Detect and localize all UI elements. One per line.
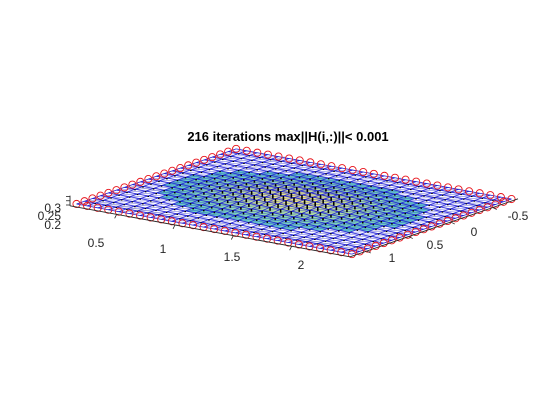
- y-tick-label: 1: [389, 251, 396, 265]
- x-tick-mark: [173, 225, 175, 229]
- x-tick-mark: [115, 214, 117, 218]
- x-tick-mark: [290, 246, 292, 250]
- z-tick-label: 0.2: [44, 218, 61, 232]
- y-tick-mark: [451, 222, 455, 224]
- x-axis-ticks: 0.5 1 1.5 2: [88, 236, 305, 272]
- x-tick-label: 1: [160, 242, 167, 256]
- x-tick-mark: [231, 236, 233, 240]
- x-tick-label: 1.5: [224, 250, 241, 264]
- x-tick-label: 0.5: [88, 236, 105, 250]
- surface-mesh: [73, 145, 515, 257]
- chart-title: 216 iterations max||H(i,:)||< 0.001: [187, 129, 388, 144]
- z-axis-ticks: 0.3 0.25 0.2: [38, 201, 62, 232]
- y-tick-label: -0.5: [508, 209, 529, 223]
- y-tick-label: 0: [471, 225, 478, 239]
- y-tick-label: 0.5: [427, 238, 444, 252]
- x-tick-label: 2: [298, 258, 305, 272]
